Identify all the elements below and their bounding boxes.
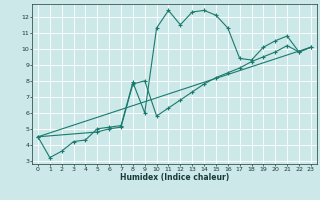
X-axis label: Humidex (Indice chaleur): Humidex (Indice chaleur) [120,173,229,182]
